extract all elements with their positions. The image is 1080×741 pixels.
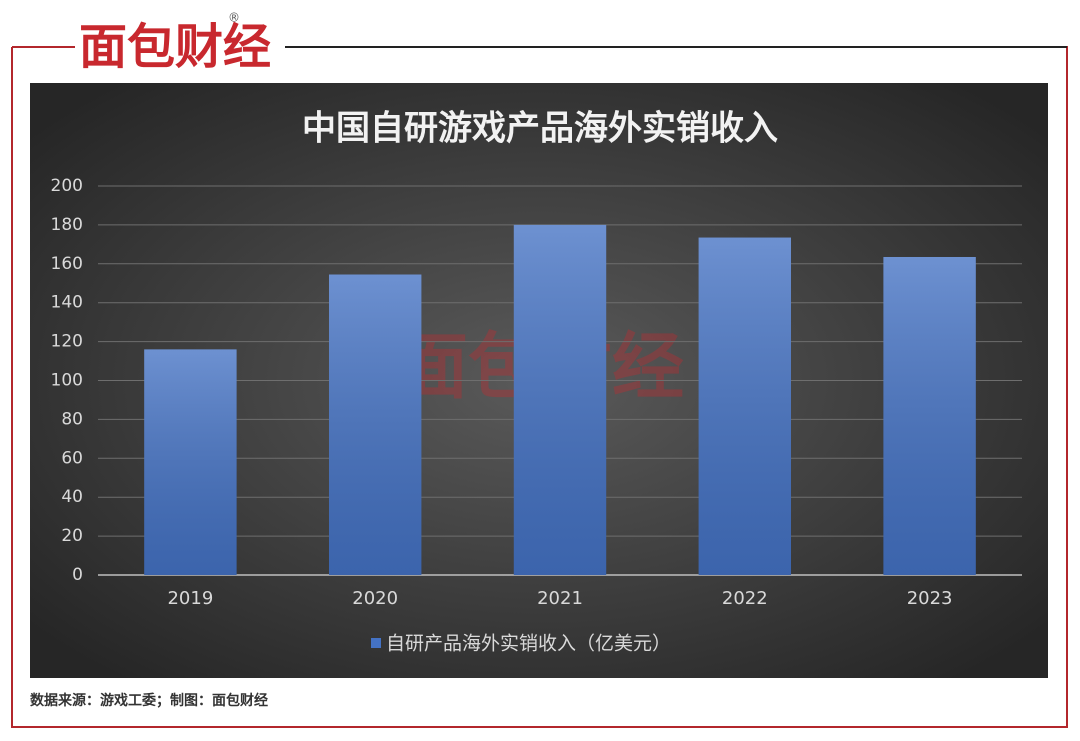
legend-swatch xyxy=(371,638,381,648)
y-tick-label: 140 xyxy=(51,293,83,313)
y-tick-label: 60 xyxy=(61,448,83,468)
plot: 0 20 40 60 80 100 120 140 160 180 200 2019 2020 2021 2… xyxy=(51,176,1022,655)
bar-shade xyxy=(144,349,237,575)
bar-shade xyxy=(698,237,791,576)
logo-mark: ® xyxy=(228,11,240,25)
y-tick-label: 80 xyxy=(61,409,83,429)
bar-shade xyxy=(513,224,607,575)
bar-shade xyxy=(883,256,976,575)
y-tick-label: 20 xyxy=(61,526,83,546)
y-tick-label: 120 xyxy=(51,332,83,352)
x-tick-label: 2021 xyxy=(537,588,583,609)
logo: 面包财经 xyxy=(79,19,271,75)
y-tick-label: 40 xyxy=(61,487,83,507)
y-tick-label: 180 xyxy=(51,215,83,235)
x-tick-label: 2020 xyxy=(352,588,398,609)
x-tick-label: 2023 xyxy=(907,588,953,609)
x-tick-label: 2022 xyxy=(722,588,768,609)
x-tick-label: 2019 xyxy=(167,588,213,609)
y-tick-label: 0 xyxy=(72,565,83,585)
footer-source: 数据来源：游戏工委；制图：面包财经 xyxy=(30,692,268,709)
bar-shade xyxy=(329,274,422,575)
y-tick-label: 100 xyxy=(51,371,83,391)
y-tick-label: 160 xyxy=(51,254,83,274)
y-tick-label: 200 xyxy=(51,176,83,196)
legend-label: 自研产品海外实销收入（亿美元） xyxy=(386,633,671,655)
chart-title: 中国自研游戏产品海外实销收入 xyxy=(302,109,778,149)
